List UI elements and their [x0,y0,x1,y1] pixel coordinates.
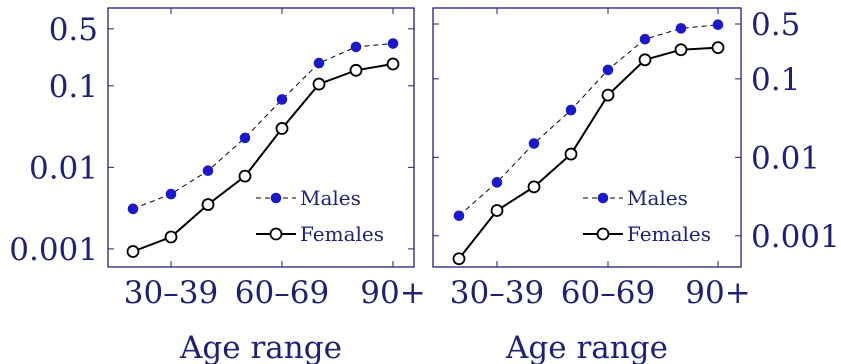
series-line-males [458,24,719,217]
legend-label-females: Females [300,222,384,246]
data-point-females [126,245,140,258]
data-point-males [453,210,465,222]
data-point-males [602,64,614,76]
data-point-males [239,132,251,144]
data-point-males [276,94,288,105]
x-axis-label: Age range [179,330,342,364]
data-point-females [238,169,252,183]
data-point-females [452,252,466,266]
data-point-females [711,41,725,55]
plot-frame [107,7,415,268]
y-tick-label: 0.1 [751,62,800,98]
data-point-females [164,230,178,244]
x-tick-label: 30–39 [124,275,218,311]
y-tick-label: 0.5 [49,12,98,48]
x-tick-label: 90+ [685,275,750,311]
data-point-females [527,180,541,194]
legend: Males Females [256,186,384,246]
x-tick-label: 30–39 [450,275,544,311]
data-point-males [639,33,651,45]
y-tick-label: 0.001 [9,232,98,268]
plot-frame [432,7,742,268]
data-point-females [490,204,504,217]
legend-label-males: Males [627,186,688,210]
legend-marker [269,227,283,241]
data-point-males [127,203,139,215]
data-point-males [165,188,177,200]
data-point-males [565,104,577,116]
data-point-males [350,41,362,53]
x-axis-label: Age range [505,330,668,364]
x-tick-label: 60–69 [235,275,329,311]
data-point-males [491,177,503,188]
data-point-males [712,19,724,31]
legend-marker [270,192,282,204]
data-point-females [275,122,289,135]
data-point-females [638,53,652,67]
data-point-females [201,198,215,211]
chart-panel-1: 0.001 0.01 0.1 0.5 30–39 60–69 90+ Age range Mal… [9,7,426,364]
y-tick-label: 0.1 [49,69,98,105]
data-point-males [675,23,687,34]
data-point-males [202,165,214,177]
legend-label-males: Males [300,186,361,210]
legend-label-females: Females [627,222,711,246]
x-tick-label: 60–69 [561,275,655,311]
legend-marker [597,192,609,204]
data-point-males [528,138,540,149]
legend: Males Females [583,186,711,246]
data-point-males [313,57,325,69]
data-point-females [386,57,400,71]
data-point-females [312,77,326,91]
data-point-females [349,63,363,77]
y-tick-label: 0.01 [751,140,820,176]
data-point-females [674,43,688,57]
x-tick-label: 90+ [360,275,425,311]
data-point-females [601,88,615,102]
y-tick-label: 0.001 [751,219,840,255]
y-tick-label: 0.5 [751,7,800,43]
legend-marker [596,227,610,241]
chart-panel-2: 0.001 0.01 0.1 0.5 30–39 60–69 90+ Age range Mal… [432,7,840,364]
series-line-females [132,63,394,253]
y-tick-label: 0.01 [29,150,98,186]
data-point-males [387,38,399,49]
data-point-females [564,147,578,161]
series-line-males [132,43,394,210]
